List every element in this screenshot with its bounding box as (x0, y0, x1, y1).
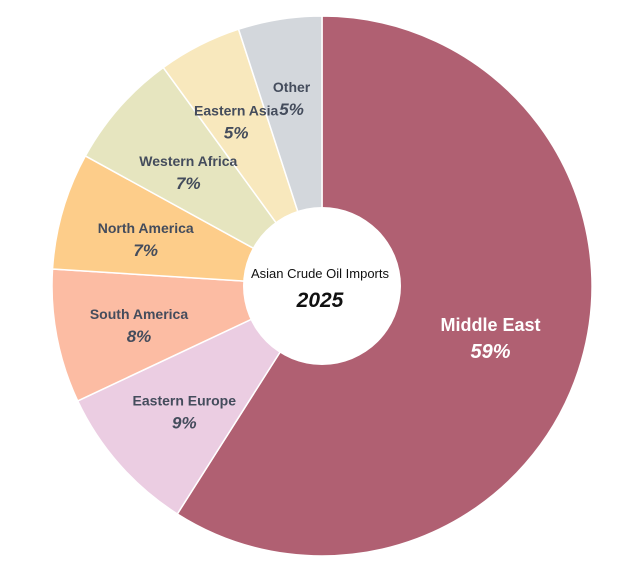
slice-label-other: Other (273, 79, 311, 95)
slice-labels: Middle East 59% Eastern Europe 9% South Amer… (90, 79, 541, 432)
slice-value-north-america: 7% (133, 241, 158, 260)
center-year: 2025 (296, 289, 344, 312)
slice-label-eastern-europe: Eastern Europe (133, 392, 237, 408)
slice-eastern-europe (76, 284, 325, 516)
slice-label-south-america: South America (90, 306, 188, 322)
center-hole (243, 207, 401, 365)
center-title: Asian Crude Oil Imports (251, 266, 389, 281)
slice-label-western-africa: Western Africa (139, 153, 237, 169)
slice-value-south-america: 8% (127, 327, 152, 346)
slice-value-other: 5% (279, 100, 304, 119)
slice-value-western-africa: 7% (176, 174, 201, 193)
slice-western-africa (84, 66, 323, 287)
slice-value-eastern-europe: 9% (172, 413, 197, 432)
slice-label-eastern-asia: Eastern Asia (194, 103, 279, 119)
slice-label-north-america: North America (98, 220, 194, 236)
slice-value-eastern-asia: 5% (224, 124, 249, 143)
slice-value-middle-east: 59% (471, 341, 511, 363)
slice-label-middle-east: Middle East (441, 315, 541, 335)
